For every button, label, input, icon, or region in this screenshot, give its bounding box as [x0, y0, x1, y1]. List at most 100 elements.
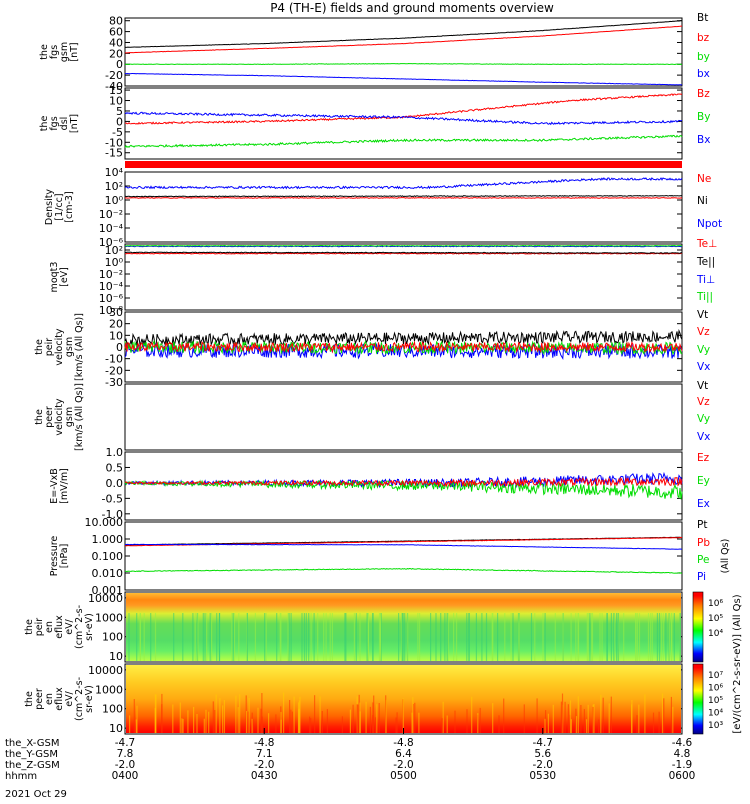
ytick-label: 10⁰ — [105, 194, 124, 207]
ylabel-line: peir — [44, 338, 55, 357]
spectrogram-streak — [635, 613, 637, 661]
spectrogram-streak — [591, 613, 593, 661]
spectrogram-streak — [411, 712, 413, 733]
spectrogram-streak — [586, 613, 588, 661]
legend-vy: Vy — [697, 413, 710, 425]
spectrogram-streak — [578, 613, 580, 661]
spectrogram-streak — [268, 713, 270, 733]
xaxis-row-label: hhmm — [5, 771, 37, 782]
colorbar-label: [eV/(cm^2-s-sr-eV)] (All Qs) — [732, 594, 743, 733]
spectrogram-streak — [656, 613, 658, 661]
spectrogram-streak — [129, 715, 131, 733]
series-bx — [124, 72, 683, 86]
ytick-label: -1.0 — [102, 508, 123, 521]
ylabel-line: Pressure — [49, 536, 60, 577]
spectrogram-streak — [446, 715, 448, 733]
panel-frame — [124, 17, 683, 87]
panel-peer_velocity: the peer velocity gsm [km/s (All Qs)] Vt Vz Vy V… — [34, 380, 710, 451]
spectrogram-streak — [358, 694, 360, 733]
spectrogram-streak — [583, 709, 585, 733]
ytick-label: -40 — [105, 80, 123, 93]
spectrogram-streak — [143, 613, 145, 661]
xaxis-value: -2.0 — [254, 759, 275, 771]
spectrogram-streak — [510, 613, 512, 661]
panel-efield: E=-VxB [mV/m] 1.0 0.5 0.0 -0.5 -1.0 Ez Ey Ex — [49, 446, 710, 521]
spectrogram-streak — [418, 712, 420, 733]
spectrogram-streak — [352, 704, 354, 733]
spectrogram-streak — [435, 613, 437, 661]
xaxis-value: 7.8 — [117, 748, 134, 760]
ytick-label: 10² — [105, 180, 123, 193]
panel-frame — [124, 383, 683, 451]
x-axis: the_X-GSM -4.7 -4.8 -4.8 -4.7 -4.6 the_Y-GSM 7.… — [5, 728, 695, 782]
spectrogram-streak — [454, 710, 456, 733]
series-ne — [124, 197, 683, 199]
xaxis-row-label: the_Y-GSM — [5, 749, 58, 760]
spectrogram-streak — [570, 719, 572, 733]
spectrogram-streak — [283, 692, 285, 733]
legend-vz: Vz — [697, 396, 710, 408]
series-ez — [124, 476, 683, 488]
xaxis-value: -4.6 — [672, 737, 693, 749]
legend-bx: Bx — [697, 134, 710, 146]
spectrogram-streak — [359, 613, 361, 661]
xaxis-value: 0400 — [112, 770, 139, 782]
panel-peir_eflux: the peir en eflux eV/(cm^2-s-sr-eV) 10000 1000… — [24, 591, 723, 663]
colorbar-tick: 10⁵ — [708, 614, 723, 624]
spectrogram-streak — [214, 710, 216, 733]
xaxis-value: -4.7 — [533, 737, 554, 749]
xaxis-value: -4.8 — [254, 737, 275, 749]
spectrogram-streak — [238, 613, 240, 661]
ylabel-line: the — [39, 44, 50, 60]
spectrogram-streak — [231, 613, 233, 661]
spectrogram-streak — [325, 613, 327, 661]
ytick-label: -10 — [105, 136, 123, 149]
xaxis-value: -2.0 — [533, 759, 554, 771]
legend-vx: Vx — [697, 431, 710, 443]
spectrogram-streak — [366, 613, 368, 661]
ytick-label: 10⁻⁶ — [99, 236, 124, 249]
spectrogram-streak — [670, 696, 672, 733]
spectrogram-streak — [233, 613, 236, 661]
ylabel-line: sr-eV) — [84, 685, 95, 713]
spectrogram-streak — [658, 613, 661, 661]
spectrogram-streak — [239, 694, 241, 733]
spectrogram-streak — [308, 613, 310, 661]
spectrogram-streak — [248, 698, 250, 733]
spectrogram-streak — [662, 613, 664, 661]
ylabel-line: eV/ — [64, 690, 75, 706]
legend-vz: Vz — [697, 326, 710, 338]
spectrogram-streak — [542, 613, 544, 661]
ytick-label: 10 — [109, 95, 123, 108]
spectrogram-streak — [562, 613, 564, 661]
spectrogram-streak — [376, 704, 378, 733]
spectrogram-streak — [638, 613, 641, 661]
colorbar-tick: 10⁴ — [708, 629, 723, 639]
spectrogram-streak — [355, 613, 357, 661]
spectrogram-streak — [593, 704, 595, 733]
ytick-label: -5 — [112, 126, 123, 139]
ytick-label: 10000 — [88, 592, 123, 605]
spectrogram-streak — [544, 718, 546, 733]
ylabel-line: gsm — [64, 407, 75, 427]
spectrogram-streak — [477, 713, 479, 733]
spectrogram-streak — [600, 694, 602, 733]
series-pi — [124, 543, 683, 550]
spectrogram-streak — [661, 693, 664, 733]
spectrogram-streak — [309, 716, 311, 733]
spectrogram-streak — [401, 613, 403, 661]
spectrogram-streak — [310, 718, 312, 733]
legend-bz: bz — [697, 32, 710, 44]
xaxis-value: -4.7 — [115, 737, 136, 749]
spectrogram-streak — [561, 693, 564, 733]
colorbar-tick: 10⁴ — [708, 709, 723, 719]
spectrogram-streak — [181, 718, 183, 733]
spectrogram-streak — [617, 613, 619, 661]
ylabel-line: dsl — [59, 117, 70, 131]
spectrogram-streak — [279, 613, 281, 661]
ylabel-line: [cm-3] — [64, 191, 75, 222]
colorbar-tick: 10⁶ — [708, 684, 723, 694]
series-by — [125, 62, 683, 66]
spectrogram-streak — [280, 613, 282, 661]
